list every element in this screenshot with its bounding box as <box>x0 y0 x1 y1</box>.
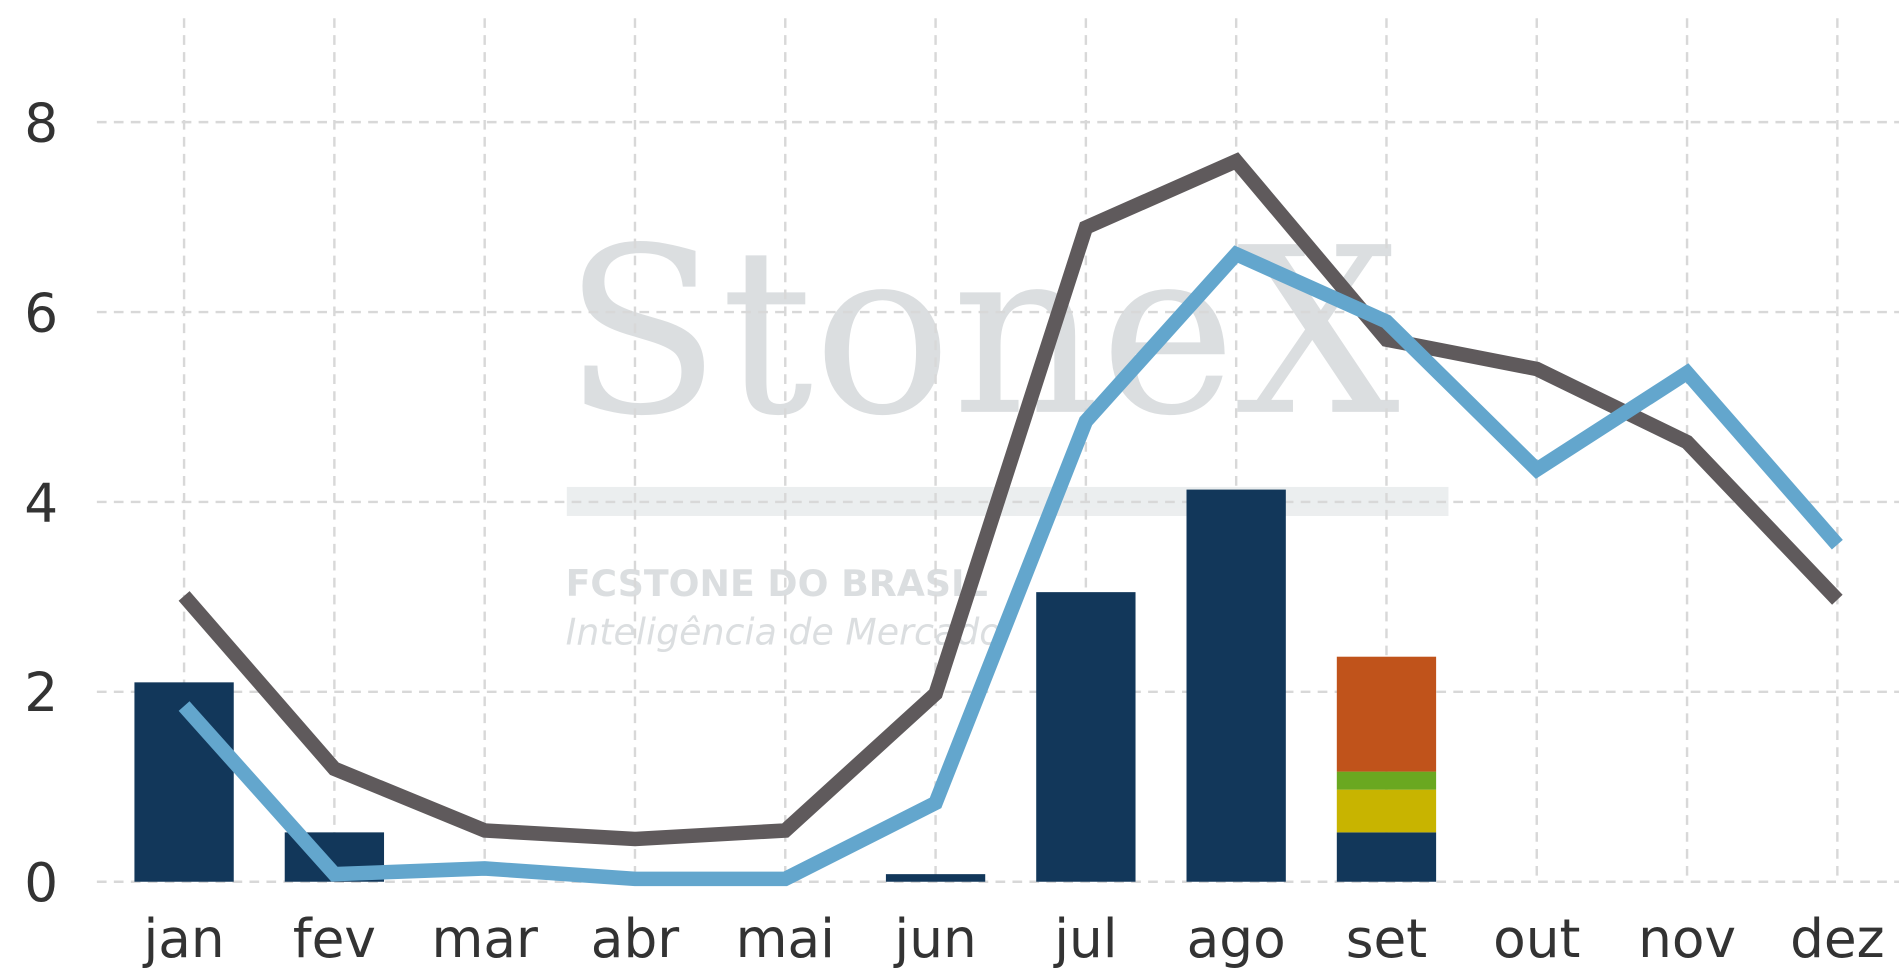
x-tick-label: out <box>1493 908 1580 969</box>
y-tick-label: 8 <box>24 93 58 155</box>
bar <box>1186 489 1286 882</box>
bar <box>1336 771 1437 790</box>
bar <box>885 874 986 882</box>
x-tick-label: dez <box>1790 908 1885 969</box>
x-tick-label: fev <box>293 908 376 969</box>
x-tick-label: jul <box>1053 908 1117 969</box>
x-tick-label: mai <box>736 908 835 969</box>
watermark-logo: StoneX <box>563 199 1400 467</box>
y-tick-label: 4 <box>24 472 58 534</box>
x-tick-label: nov <box>1638 908 1736 969</box>
x-tick-label: mar <box>431 908 538 969</box>
watermark: StoneX FCSTONE DO BRASIL Inteligência de… <box>563 199 1449 653</box>
bar <box>1036 592 1136 882</box>
bar <box>1336 832 1437 882</box>
bar <box>1336 656 1437 772</box>
watermark-company: FCSTONE DO BRASIL <box>566 562 988 605</box>
y-tick-label: 6 <box>24 282 58 344</box>
x-tick-label: set <box>1346 908 1427 969</box>
x-tick-label: abr <box>591 908 679 969</box>
line <box>178 152 1843 847</box>
watermark-tagline: Inteligência de Mercado <box>566 610 1002 653</box>
y-tick-label: 2 <box>24 662 58 724</box>
x-tick-label: jan <box>142 908 224 969</box>
x-tick-label: ago <box>1187 908 1286 969</box>
y-tick-label: 0 <box>24 852 58 914</box>
line <box>178 245 1843 887</box>
bar <box>1336 789 1437 833</box>
x-tick-label: jun <box>893 908 976 969</box>
